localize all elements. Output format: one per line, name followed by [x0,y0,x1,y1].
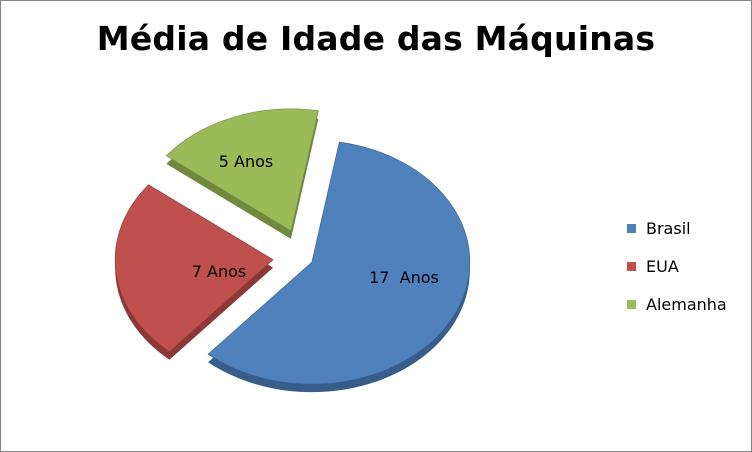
legend-label-eua: EUA [646,256,679,276]
data-label-alemanha: 5 Anos [219,152,273,171]
legend-item-brasil: Brasil [627,209,727,247]
legend-label-brasil: Brasil [646,218,691,238]
legend-swatch-alemanha [627,299,636,309]
pie-slice-brasil [207,141,471,385]
data-label-eua: 7 Anos [192,262,246,281]
pie-top-layer [114,108,471,385]
chart-title: Média de Idade das Máquinas [96,19,656,58]
legend-item-alemanha: Alemanha [627,285,727,323]
pie-slice-alemanha [165,108,319,232]
legend-label-alemanha: Alemanha [646,294,727,314]
data-label-brasil: 17 Anos [369,268,439,287]
legend: Brasil EUA Alemanha [627,209,727,323]
legend-swatch-brasil [627,223,636,233]
legend-swatch-eua [627,261,636,271]
pie-slice-eua [114,184,274,353]
legend-item-eua: EUA [627,247,727,285]
